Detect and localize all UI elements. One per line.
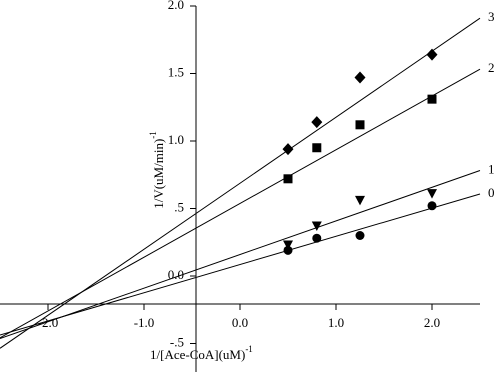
y-axis-title: 1/V(uM/min)-1 (148, 131, 166, 209)
x-tick-label: 0.0 (232, 315, 248, 330)
fit-line (0, 17, 481, 349)
y-tick-label: 1.5 (168, 64, 184, 79)
x-tick-label: 2.0 (424, 315, 440, 330)
marker (312, 233, 322, 243)
y-tick-label: 2.0 (168, 0, 184, 12)
marker (311, 116, 323, 129)
marker (311, 221, 322, 232)
marker (283, 245, 293, 255)
x-tick-label: 1.0 (328, 315, 344, 330)
x-tick-label: -1.0 (134, 315, 155, 330)
y-axis-title-text: 1/V(uM/min) (151, 139, 166, 209)
line-label: 1 (488, 161, 495, 176)
marker (427, 94, 437, 104)
fit-line (0, 170, 481, 340)
y-axis-title-sup: -1 (148, 131, 158, 139)
marker (427, 189, 437, 199)
marker (355, 120, 365, 130)
marker (355, 195, 365, 206)
x-axis-title: 1/[Ace-CoA](uM)-1 (150, 344, 253, 362)
y-tick-label: .5 (174, 199, 184, 214)
line-label: 0 (488, 185, 495, 200)
marker (312, 143, 322, 153)
marker (355, 231, 365, 240)
y-tick-label: -.5 (170, 334, 184, 349)
x-axis-title-sup: -1 (245, 344, 253, 354)
fit-line (0, 193, 481, 336)
marker (282, 143, 294, 156)
y-tick-label: 1.0 (168, 132, 184, 147)
marker (354, 71, 366, 84)
line-label: 3 (488, 9, 495, 24)
x-axis-title-text: 1/[Ace-CoA](uM) (150, 347, 245, 362)
marker (426, 48, 438, 61)
x-tick-label: -2.0 (38, 315, 59, 330)
line-label: 2 (488, 60, 495, 75)
marker (283, 240, 293, 250)
fit-line (0, 68, 481, 339)
marker (283, 174, 293, 184)
marker (427, 201, 437, 211)
